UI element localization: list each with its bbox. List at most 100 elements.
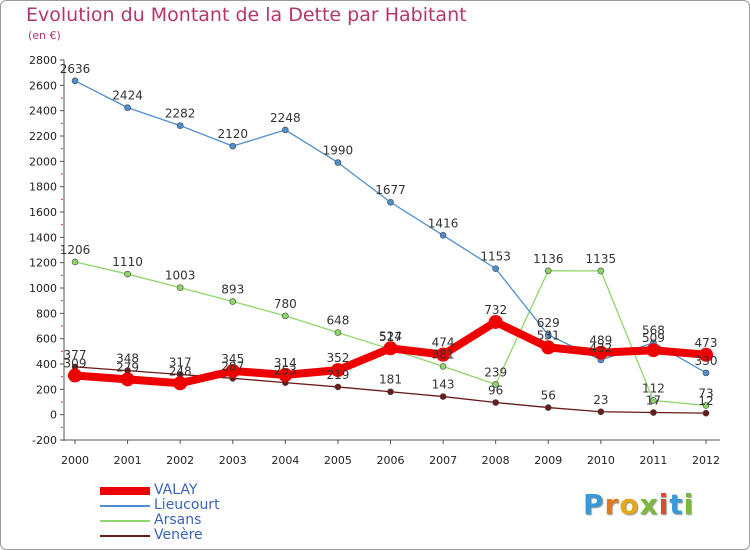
data-point [702,409,710,417]
x-tick-label: 2011 [639,454,667,467]
y-tick-label: 2200 [29,130,57,143]
data-label: 568 [642,324,665,338]
data-point [650,409,657,416]
data-label: 1003 [165,269,196,283]
data-point [541,340,556,355]
data-label: 253 [274,364,297,378]
data-point [225,363,240,378]
logo-letter: t [669,488,684,521]
chart-title: Evolution du Montant de la Dette par Hab… [26,4,467,26]
data-point [282,126,289,134]
data-point [282,312,289,320]
legend-label: VALAY [154,482,198,498]
data-label: 309 [64,357,87,371]
legend-item: Venère [100,527,260,543]
data-point [124,270,131,278]
data-label: 219 [326,368,349,382]
logo-letter: P [583,488,605,521]
data-label: 2282 [165,107,196,121]
data-point [436,347,451,362]
data-point [699,347,713,362]
y-tick-label: 600 [36,333,57,346]
chart-plot: -200 0 200 400 600 800 1000 1200 1400 1600 1800 200… [29,54,720,467]
data-label: 381 [432,347,455,361]
data-label: 287 [221,359,244,373]
data-label: 732 [484,303,507,317]
data-label: 2424 [112,89,143,103]
data-point [71,258,79,266]
logo-letter: i [683,488,695,521]
data-label: 377 [64,348,87,362]
y-tick-label: 2400 [29,105,57,118]
y-tick-label: 400 [36,358,57,371]
data-label: 345 [221,352,244,366]
data-label: 56 [541,389,556,403]
data-point [650,397,657,404]
data-point [492,265,499,272]
logo-letter: o [619,488,640,521]
data-label: 531 [537,328,560,342]
x-tick-label: 2005 [324,454,352,467]
data-label: 2248 [270,111,301,125]
data-label: 330 [695,354,718,368]
data-point [334,159,342,166]
y-tick-label: 2800 [29,54,57,67]
y-tick-label: 1800 [29,181,57,194]
y-tick-label: 1400 [29,231,57,244]
data-label: 96 [488,384,503,398]
legend-label: Arsans [154,512,202,528]
data-label: 317 [169,356,192,370]
data-point [387,388,394,396]
data-point [702,369,710,377]
data-label: 239 [484,365,507,379]
data-label: 517 [379,330,402,344]
data-point [120,372,135,387]
proxiti-logo: Proxiti [583,488,694,521]
data-label: 474 [432,336,455,350]
data-label: 112 [642,381,665,395]
x-tick-label: 2012 [692,454,720,467]
y-tick-label: 1200 [29,257,57,270]
y-tick-label: 2000 [29,155,57,168]
y-tick-label: -200 [32,434,57,447]
data-point [439,363,447,370]
legend-label: Lieucourt [154,497,220,513]
data-label: 1677 [375,183,406,197]
data-label: 73 [698,386,713,400]
data-point [124,104,131,111]
y-tick-label: 200 [36,383,57,396]
data-label: 17 [646,394,661,408]
legend-item: Arsans [100,512,260,528]
data-label: 2636 [60,62,91,76]
logo-letter: x [639,488,659,521]
data-label: 1206 [60,243,91,257]
legend-swatch [100,535,150,537]
x-tick-label: 2008 [482,454,510,467]
data-label: 352 [326,351,349,365]
data-label: 1110 [112,255,143,269]
data-point [334,329,342,336]
data-label: 23 [593,393,608,407]
data-point [176,122,184,129]
data-label: 348 [116,352,139,366]
data-point [646,343,661,358]
data-point [334,383,342,391]
x-tick-label: 2002 [166,454,194,467]
data-label: 893 [221,283,244,297]
data-label: 509 [642,331,665,345]
data-point [492,399,499,406]
data-label: 524 [379,329,402,343]
data-point [702,402,710,409]
data-label: 1136 [533,252,564,266]
data-point [492,381,499,388]
data-label: 1153 [480,250,511,264]
y-tick-label: 1000 [29,282,57,295]
y-tick-label: 2600 [29,79,57,92]
data-point [544,331,552,339]
legend-swatch [100,505,150,507]
data-point [597,267,605,275]
data-point [173,376,188,391]
y-tick-label: 800 [36,307,57,320]
data-point [593,345,608,360]
data-label: 473 [695,336,718,350]
